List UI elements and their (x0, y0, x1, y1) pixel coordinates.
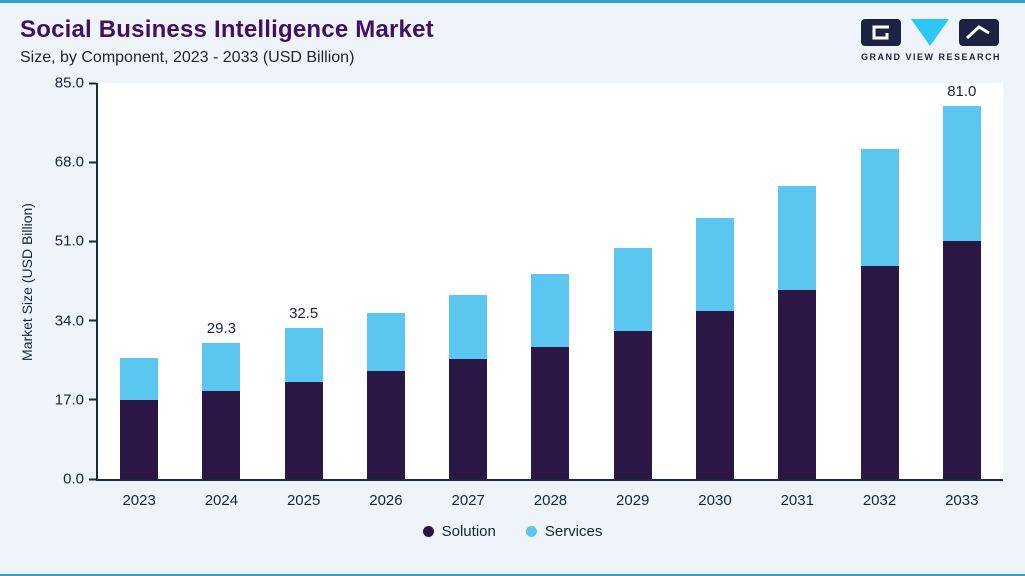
y-tick-label: 68.0 (54, 153, 84, 171)
legend-label-services: Services (544, 523, 603, 540)
y-tick-mark (89, 240, 96, 243)
x-axis-label-2031: 2031 (780, 492, 814, 509)
legend-dot-solution (422, 526, 434, 537)
bar-segment-services (531, 274, 570, 348)
bar-segment-solution (449, 359, 488, 479)
y-tick-label: 85.0 (54, 74, 84, 92)
bar-segment-solution (695, 311, 734, 479)
top-accent-line (0, 0, 1025, 3)
y-tick-51: 51.0 (55, 233, 96, 250)
bar-segment-services (613, 247, 652, 332)
bar-segment-solution (613, 331, 652, 479)
plot-area: 2023 29.3 2024 32.5 2025 2026 2027 2028 2029 2030… (96, 83, 1003, 509)
bar-segment-services (449, 294, 488, 360)
header: Social Business Intelligence Market Size… (0, 0, 1025, 67)
bar-segment-services (695, 218, 734, 312)
x-axis-label-2028: 2028 (533, 492, 568, 509)
bar-value-label: 29.3 (206, 319, 236, 337)
bar-column-2024: 29.3 2024 (180, 83, 262, 509)
gvr-logo-icon (860, 19, 999, 46)
y-tick-68: 68.0 (55, 154, 96, 171)
bar-segment-solution (531, 347, 570, 479)
bar-column-2025: 32.5 2025 (263, 83, 345, 509)
bar-segment-services (366, 313, 405, 371)
bar-segment-services (942, 106, 981, 241)
bar-segment-services (202, 342, 241, 392)
bar-segment-solution (942, 240, 981, 479)
chart: Market Size (USD Billion) 0.0 17.0 34.0 51.… (14, 75, 1003, 509)
x-axis-label-2023: 2023 (122, 492, 156, 509)
x-axis-label-2025: 2025 (286, 492, 321, 509)
y-tick-34: 34.0 (55, 312, 96, 329)
y-tick-mark (89, 478, 96, 480)
legend-item-services: Services (525, 523, 603, 540)
bar-segment-services (120, 358, 159, 400)
page-title: Social Business Intelligence Market (20, 16, 434, 43)
bar-column-2023: 2023 (98, 83, 180, 509)
x-axis-label-2029: 2029 (616, 492, 650, 509)
x-axis-label-2032: 2032 (862, 492, 897, 509)
y-tick-mark (89, 82, 96, 84)
y-axis-ticks: 0.0 17.0 34.0 51.0 68.0 85.0 (40, 75, 96, 488)
bar-segment-solution (202, 391, 241, 479)
bar-segment-solution (284, 382, 323, 479)
bar-column-2028: 2028 (509, 83, 591, 509)
x-axis-label-2030: 2030 (698, 492, 732, 509)
y-tick-label: 51.0 (54, 232, 84, 250)
y-axis-label-wrap: Market Size (USD Billion) (14, 83, 40, 481)
bar-column-2029: 2029 (592, 83, 674, 509)
x-axis-label-2033: 2033 (945, 492, 979, 509)
legend-dot-services (525, 526, 537, 537)
x-axis-label-2026: 2026 (369, 492, 403, 509)
legend: Solution Services (0, 523, 1025, 540)
y-tick-mark (89, 398, 96, 401)
y-tick-mark (89, 319, 96, 322)
bar-value-label: 32.5 (289, 304, 319, 322)
bar-value-label: 81.0 (947, 83, 977, 100)
logo-text: GRAND VIEW RESEARCH (860, 52, 1001, 62)
y-tick-label: 17.0 (54, 391, 84, 409)
bottom-accent-line (0, 574, 1025, 576)
x-axis-label-2024: 2024 (204, 492, 239, 509)
y-tick-85: 85.0 (55, 75, 96, 92)
bar-column-2031: 2031 (756, 83, 838, 509)
bar-column-2030: 2030 (674, 83, 756, 509)
bar-column-2026: 2026 (345, 83, 427, 509)
y-tick-17: 17.0 (55, 391, 96, 408)
bar-column-2032: 2032 (838, 83, 920, 509)
bar-segment-solution (366, 370, 405, 479)
bar-segment-solution (778, 290, 817, 479)
y-tick-0: 0.0 (63, 471, 96, 488)
bar-column-2033: 81.0 2033 (921, 83, 1003, 509)
bar-segment-services (860, 149, 899, 266)
y-tick-label: 0.0 (63, 470, 84, 488)
title-block: Social Business Intelligence Market Size… (20, 16, 434, 67)
legend-label-solution: Solution (441, 523, 496, 540)
x-axis-label-2027: 2027 (451, 492, 485, 509)
y-tick-mark (89, 161, 96, 164)
y-axis-label: Market Size (USD Billion) (19, 203, 35, 361)
grand-view-research-logo: GRAND VIEW RESEARCH (860, 18, 1001, 62)
bar-column-2027: 2027 (427, 83, 509, 509)
bar-segment-solution (120, 399, 159, 479)
legend-item-solution: Solution (422, 523, 496, 540)
bar-segment-services (778, 185, 817, 291)
bar-segment-solution (860, 265, 899, 479)
bar-segment-services (284, 327, 323, 383)
y-tick-label: 34.0 (54, 312, 84, 330)
page-subtitle: Size, by Component, 2023 - 2033 (USD Bil… (20, 49, 355, 66)
